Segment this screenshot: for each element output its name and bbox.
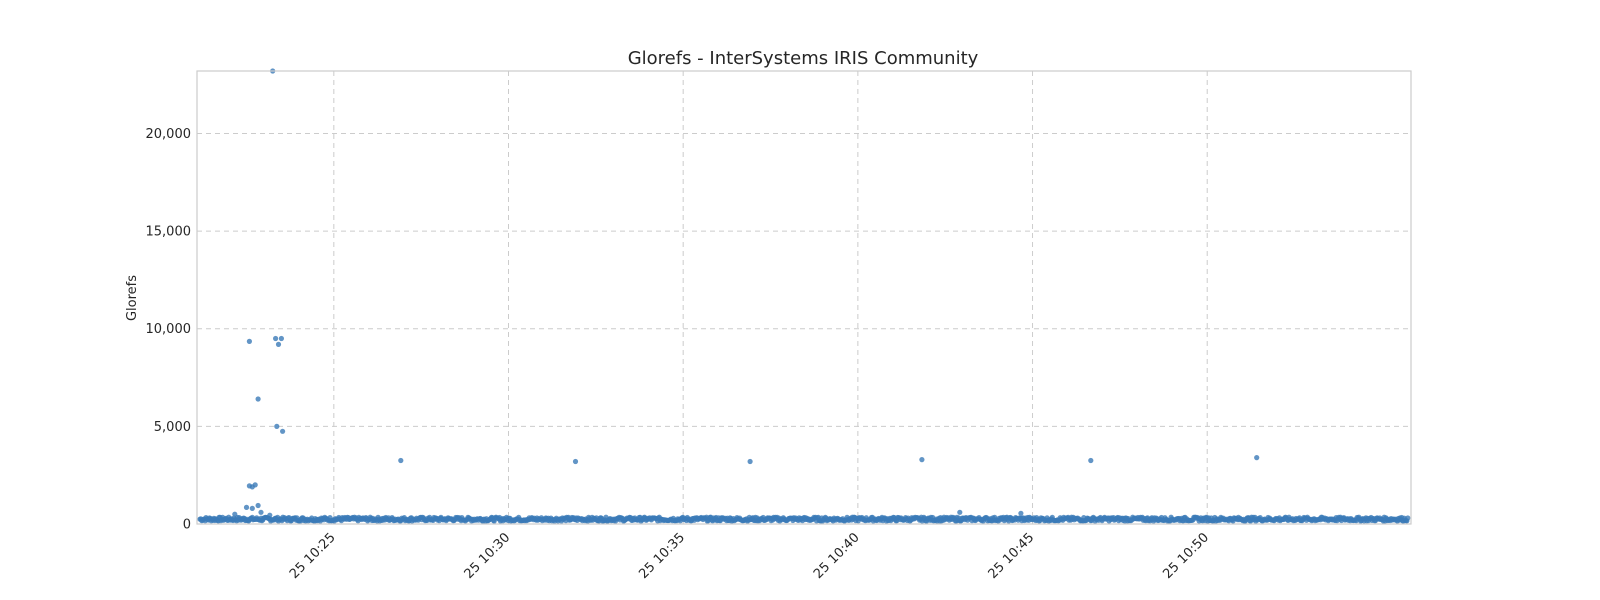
x-tick-label: 25 10:35: [636, 530, 688, 582]
data-point: [1405, 515, 1411, 521]
data-point: [246, 338, 252, 344]
y-tick-label: 0: [183, 518, 191, 533]
data-point: [278, 335, 284, 342]
y-tick-label: 10,000: [146, 322, 192, 337]
data-point: [258, 509, 264, 515]
data-point: [255, 396, 261, 402]
x-tick-label: 25 10:25: [287, 530, 339, 582]
data-point: [919, 457, 925, 463]
data-point: [255, 502, 261, 509]
y-tick-label: 5,000: [154, 420, 191, 435]
x-tick-label: 25 10:50: [1160, 530, 1212, 582]
data-point: [249, 505, 255, 511]
data-point: [274, 423, 280, 429]
data-point: [267, 512, 273, 518]
points-layer: [197, 68, 1411, 524]
data-point: [1018, 510, 1024, 516]
data-point: [280, 428, 286, 434]
plot-frame: [196, 70, 1412, 525]
data-point: [232, 511, 238, 517]
data-point: [398, 457, 404, 464]
x-tick-label: 25 10:30: [462, 530, 514, 582]
data-point: [243, 504, 250, 510]
x-tick-label: 25 10:45: [986, 530, 1038, 582]
chart-title: Glorefs - InterSystems IRIS Community: [628, 48, 979, 69]
y-tick-label: 20,000: [146, 127, 192, 142]
data-point: [1088, 457, 1094, 464]
data-point: [957, 509, 963, 515]
data-point: [1254, 455, 1260, 461]
data-point: [252, 482, 258, 488]
data-point: [747, 458, 753, 465]
y-tick-label: 15,000: [146, 225, 192, 240]
grid-layer: [197, 71, 1411, 524]
y-axis-label: Glorefs: [125, 275, 140, 321]
data-point: [275, 341, 282, 347]
data-point: [273, 335, 279, 342]
data-point: [572, 458, 579, 465]
ticks-layer: 0 5,000 10,000 15,000 20,000 25 10:25 25 10:30…: [146, 127, 1213, 582]
x-tick-label: 25 10:40: [811, 530, 863, 582]
